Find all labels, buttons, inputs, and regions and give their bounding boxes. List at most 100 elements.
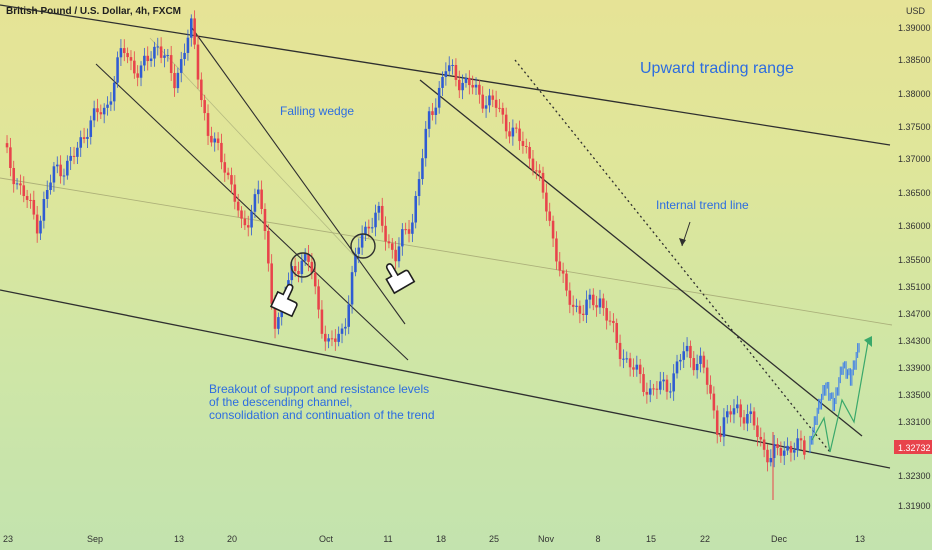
projection-candle xyxy=(852,360,854,376)
projection-candle xyxy=(844,361,846,369)
pointing-hand-icon xyxy=(385,263,416,295)
candle-body xyxy=(732,408,736,415)
candle-body xyxy=(699,355,702,364)
price-tick-label: 1.37500 xyxy=(898,122,931,132)
candle-body xyxy=(715,410,719,435)
candle-body xyxy=(179,59,183,73)
candle-body xyxy=(297,270,300,275)
candle-body xyxy=(474,84,478,88)
candle-body xyxy=(99,112,103,115)
candle-body xyxy=(9,147,12,168)
projection-candle xyxy=(815,416,817,425)
candle-body xyxy=(96,108,99,113)
candle-body xyxy=(404,229,407,231)
candle-body xyxy=(692,358,696,371)
candle-body xyxy=(722,417,726,437)
candle-body xyxy=(659,381,662,390)
candle-body xyxy=(602,298,605,309)
projection-candle xyxy=(841,366,843,375)
candle-body xyxy=(525,145,528,147)
projection-arrowhead xyxy=(864,336,872,347)
candle-body xyxy=(648,388,652,395)
candle-body xyxy=(625,358,629,360)
projection-candle xyxy=(812,427,814,445)
candle-body xyxy=(588,294,592,300)
time-axis[interactable]: 23 Sep 13 20 Oct 11 18 25 Nov 8 15 22 Dec 13 xyxy=(3,534,865,544)
candle-body xyxy=(273,303,277,329)
candle-body xyxy=(149,58,153,62)
candle-body xyxy=(565,273,568,291)
candle-body xyxy=(635,364,639,370)
breakout-circle-2 xyxy=(350,233,376,259)
candle-body xyxy=(528,146,531,159)
candle-body xyxy=(250,211,253,228)
candle-body xyxy=(535,170,538,172)
candle-body xyxy=(79,137,82,148)
candle-body xyxy=(682,351,685,360)
annotation-falling-wedge: Falling wedge xyxy=(280,104,354,118)
candle-body xyxy=(581,313,585,315)
candle-body xyxy=(391,243,394,250)
candle-body xyxy=(612,320,615,324)
candle-body xyxy=(719,434,722,437)
candle-body xyxy=(618,342,622,360)
candle-body xyxy=(340,328,344,334)
price-tick-label: 1.32300 xyxy=(898,471,931,481)
projection-candle xyxy=(810,435,812,445)
candle-body xyxy=(451,64,454,66)
candle-body xyxy=(551,220,555,239)
candle-body xyxy=(206,113,210,136)
candle-body xyxy=(112,82,116,102)
candle-body xyxy=(411,222,414,234)
price-axis[interactable]: USD 1.39000 1.38500 1.38000 1.37500 1.37000 1… xyxy=(898,6,931,511)
candle-body xyxy=(585,299,588,315)
candle-body xyxy=(645,391,649,395)
candle-body xyxy=(793,450,796,453)
candle-body xyxy=(478,84,481,95)
candle-body xyxy=(186,37,190,53)
annotation-breakout-3: consolidation and continuation of the tr… xyxy=(209,408,435,422)
projection-candle xyxy=(848,368,850,376)
candle-body xyxy=(417,179,421,196)
candle-body xyxy=(66,160,69,176)
candle-body xyxy=(531,158,535,171)
candle-body xyxy=(267,230,270,264)
candle-body xyxy=(555,238,558,262)
candle-body xyxy=(277,317,280,329)
candle-body xyxy=(116,57,119,83)
time-tick-label: 18 xyxy=(436,534,446,544)
candle-body xyxy=(59,164,62,177)
candle-body xyxy=(146,55,149,62)
candle-body xyxy=(330,338,334,340)
projection-candle xyxy=(826,381,828,389)
candle-body xyxy=(642,374,645,392)
candle-body xyxy=(193,18,196,45)
candle-body xyxy=(52,166,56,183)
last-price-badge: 1.32732 xyxy=(894,440,932,454)
candle-body xyxy=(789,445,793,453)
candle-body xyxy=(290,266,294,281)
candle-body xyxy=(354,253,357,273)
november-channel-line xyxy=(419,79,863,437)
time-tick-label: 13 xyxy=(174,534,184,544)
candle-body xyxy=(598,298,602,308)
candle-body xyxy=(364,226,367,235)
candle-body xyxy=(622,358,625,360)
candle-body xyxy=(72,155,76,157)
candle-body xyxy=(303,254,307,261)
candle-body xyxy=(746,414,749,424)
projection-candle xyxy=(849,368,851,386)
candle-body xyxy=(240,210,243,219)
candle-body xyxy=(190,18,193,38)
candle-body xyxy=(414,195,417,223)
projection-candle xyxy=(819,398,821,410)
candle-body xyxy=(578,305,582,314)
candle-body xyxy=(786,445,789,451)
candle-body xyxy=(458,79,461,91)
candle-body xyxy=(374,212,377,228)
candle-body xyxy=(662,379,665,382)
candle-body xyxy=(350,272,354,305)
candle-body xyxy=(437,87,441,108)
